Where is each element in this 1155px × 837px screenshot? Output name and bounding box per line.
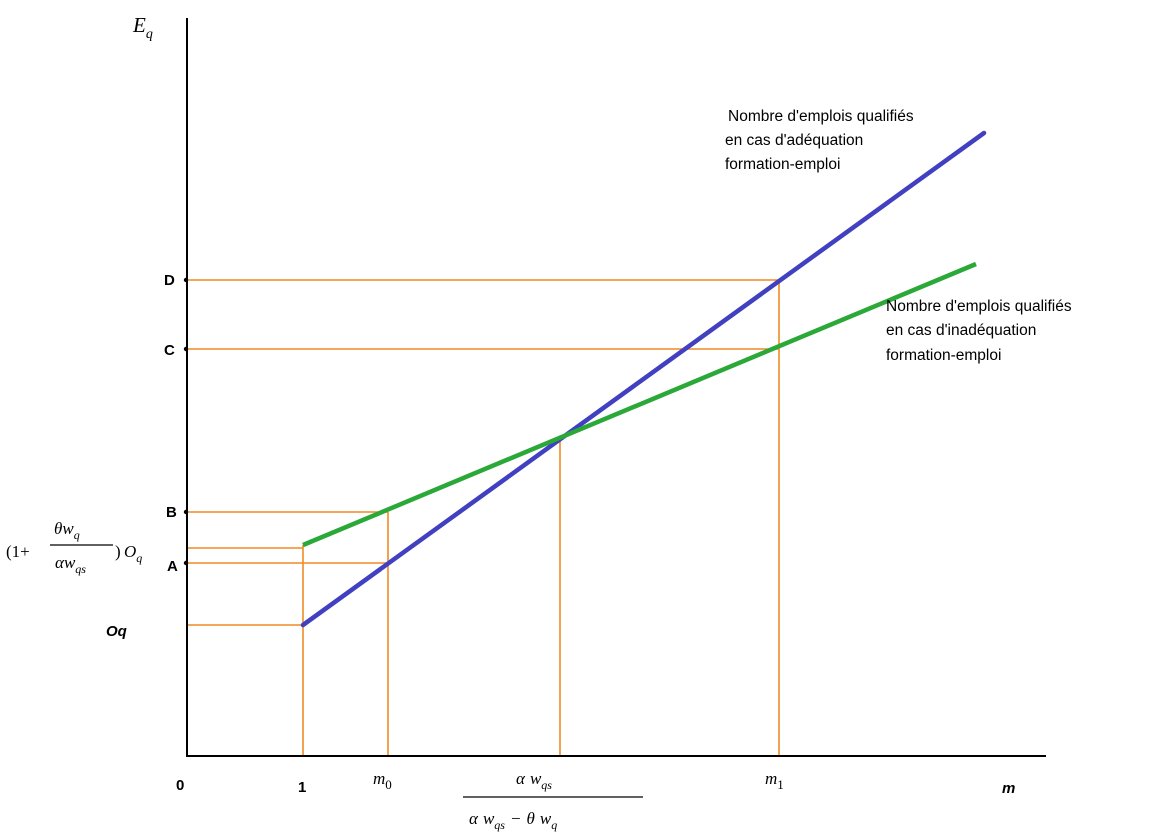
dot-a <box>183 560 189 566</box>
annotation-inadequation: Nombre d'emplois qualifiés en cas d'inad… <box>886 298 1072 364</box>
inadequation-line <box>302 261 977 548</box>
annotation-adequation: Nombre d'emplois qualifiés en cas d'adéq… <box>725 108 914 173</box>
x-label-m0: m0 <box>373 769 392 792</box>
x-formula: α wqs α wqs − θ wq <box>463 769 643 832</box>
x-axis-title: m <box>1002 780 1015 797</box>
annotation-inadequation-line-3: formation-emploi <box>886 347 1001 364</box>
origin-label: 0 <box>176 777 184 794</box>
y-formula-oq: Oq <box>124 542 142 565</box>
x-formula-denominator: α wqs − θ wq <box>469 809 557 832</box>
dot-b <box>183 509 189 515</box>
annotation-inadequation-line-1: Nombre d'emplois qualifiés <box>886 298 1072 315</box>
guide-lines <box>187 279 780 756</box>
label-b: B <box>166 504 177 521</box>
annotation-adequation-line-2: en cas d'adéquation <box>725 132 863 149</box>
x-label-m1: m1 <box>765 769 784 792</box>
annotation-inadequation-line-2: en cas d'inadéquation <box>886 322 1036 339</box>
dot-c <box>183 346 189 352</box>
x-formula-numerator: α wqs <box>516 769 552 792</box>
y-axis-dots <box>183 277 189 566</box>
adequation-line <box>300 130 987 628</box>
y-formula-numerator: θwq <box>54 519 80 542</box>
label-d: D <box>164 272 175 289</box>
annotation-adequation-line-3: formation-emploi <box>725 156 840 173</box>
y-formula-denominator: αwqs <box>55 553 86 576</box>
axes <box>186 18 1046 757</box>
y-formula-open: (1+ <box>6 542 30 561</box>
annotation-adequation-line-1: Nombre d'emplois qualifiés <box>728 108 914 125</box>
label-c: C <box>164 342 175 359</box>
x-label-one: 1 <box>298 779 306 796</box>
y-formula: (1+ θwq αwqs ) Oq <box>6 519 142 576</box>
dot-d <box>183 277 189 283</box>
label-a: A <box>167 558 178 575</box>
y-axis-title: Eq <box>132 13 153 42</box>
y-formula-close: ) <box>115 542 121 561</box>
label-oq: Oq <box>106 623 127 640</box>
